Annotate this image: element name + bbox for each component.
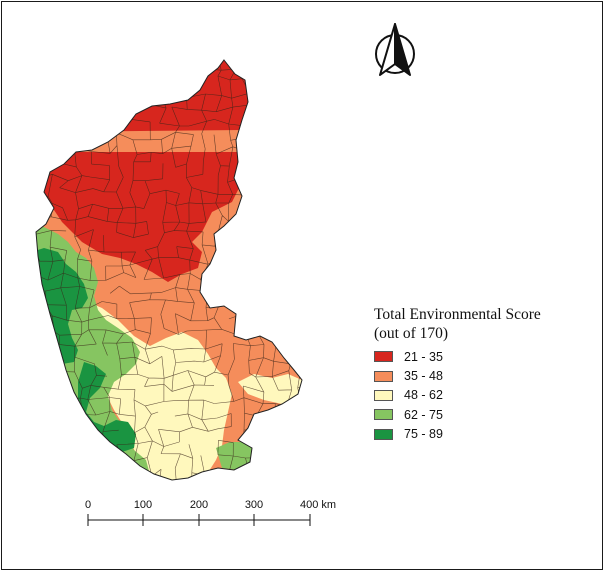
legend-item: 48 - 62 [374, 386, 599, 405]
scale-label-100: 100 [134, 499, 152, 511]
state-outline [35, 59, 303, 481]
legend-swatch [374, 409, 393, 421]
scale-label-300: 300 [245, 499, 263, 511]
legend-label: 62 - 75 [404, 407, 443, 422]
zone-48-62-east-patch [238, 374, 302, 404]
legend-title-line2: (out of 170) [374, 325, 449, 342]
legend-title-line1: Total Environmental Score [374, 306, 541, 323]
legend-label: 75 - 89 [404, 427, 443, 442]
legend-item: 21 - 35 [374, 347, 599, 366]
legend-swatch [374, 389, 393, 401]
legend-item: 62 - 75 [374, 405, 599, 424]
scale-label-200: 200 [190, 499, 208, 511]
scale-label-0: 0 [85, 499, 91, 511]
scale-bar: 0 100 200 300 400 km [85, 499, 336, 526]
legend-swatch [374, 428, 393, 440]
legend-item: 35 - 48 [374, 366, 599, 385]
scale-label-400: 400 km [300, 499, 336, 511]
legend-swatch [374, 351, 393, 363]
north-arrow-icon [375, 23, 415, 76]
legend-label: 21 - 35 [404, 349, 443, 364]
legend-items: 21 - 35 35 - 48 48 - 62 62 - 75 75 - 89 [374, 347, 599, 444]
legend-label: 48 - 62 [404, 388, 443, 403]
legend-swatch [374, 370, 393, 382]
legend-item: 75 - 89 [374, 425, 599, 444]
legend-title: Total Environmental Score (out of 170) [374, 305, 599, 343]
map-legend: Total Environmental Score (out of 170) 2… [374, 305, 599, 444]
legend-label: 35 - 48 [404, 369, 443, 384]
zone-75-89 [36, 248, 136, 452]
